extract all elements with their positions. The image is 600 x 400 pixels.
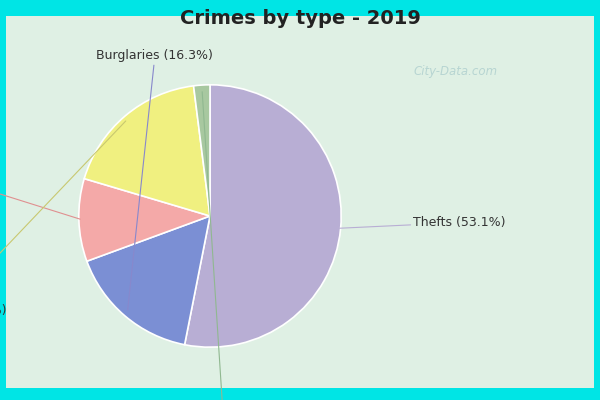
Wedge shape xyxy=(84,86,210,216)
Text: Robberies (2.0%): Robberies (2.0%) xyxy=(169,92,277,400)
Wedge shape xyxy=(87,216,210,345)
Text: Burglaries (16.3%): Burglaries (16.3%) xyxy=(97,50,214,310)
Text: City-Data.com: City-Data.com xyxy=(414,66,498,78)
Wedge shape xyxy=(194,85,210,216)
Text: Assaults (10.2%): Assaults (10.2%) xyxy=(0,170,80,219)
Text: Thefts (53.1%): Thefts (53.1%) xyxy=(340,216,506,229)
Wedge shape xyxy=(79,179,210,261)
Wedge shape xyxy=(185,85,341,347)
Text: Crimes by type - 2019: Crimes by type - 2019 xyxy=(179,9,421,28)
Text: Auto thefts (18.4%): Auto thefts (18.4%) xyxy=(0,121,126,317)
